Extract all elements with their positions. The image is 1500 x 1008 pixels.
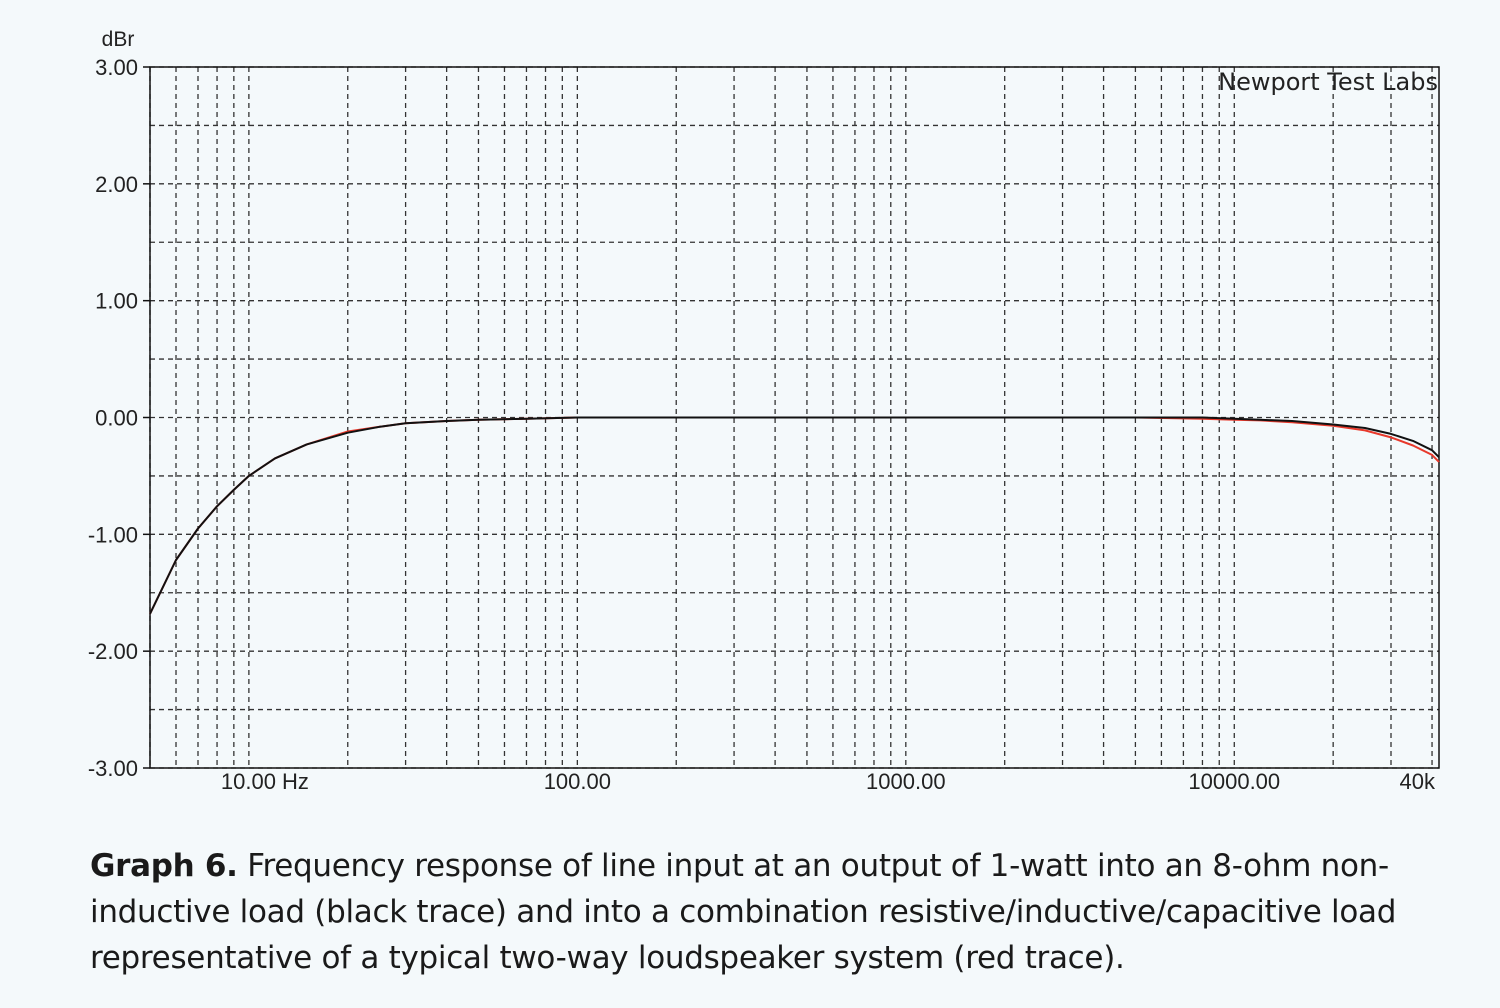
x-tick-label: 1000.00 bbox=[866, 769, 946, 794]
y-tick-label: 2.00 bbox=[95, 172, 138, 197]
caption-text: Frequency response of line input at an o… bbox=[90, 848, 1397, 976]
figure-caption: Graph 6. Frequency response of line inpu… bbox=[90, 843, 1430, 981]
y-tick-label: 1.00 bbox=[95, 289, 138, 314]
y-tick-label: -3.00 bbox=[88, 756, 138, 781]
traces bbox=[149, 416, 1440, 615]
trace-line-1 bbox=[149, 416, 1440, 615]
caption-label: Graph 6. bbox=[90, 848, 238, 884]
x-tick-label: 100.00 bbox=[544, 769, 611, 794]
y-axis-ticks: 3.00 2.00 1.00 0.00 -1.00 -2.00 -3.00 bbox=[88, 55, 150, 781]
y-tick-label: 3.00 bbox=[95, 55, 138, 80]
watermark-label: Newport Test Labs bbox=[1218, 68, 1438, 96]
y-tick-label: -2.00 bbox=[88, 639, 138, 664]
x-axis-ticks: 10.00 Hz 100.00 1000.00 10000.00 40k bbox=[221, 769, 1436, 794]
y-tick-label: -1.00 bbox=[88, 522, 138, 547]
x-tick-label: 40k bbox=[1400, 769, 1436, 794]
frequency-response-chart: 3.00 2.00 1.00 0.00 -1.00 -2.00 -3.00 10.00 Hz… bbox=[88, 28, 1440, 794]
y-tick-label: 0.00 bbox=[95, 406, 138, 431]
trace-line-2 bbox=[149, 416, 1440, 615]
y-axis-label: dBr bbox=[102, 28, 135, 51]
x-tick-label: 10.00 Hz bbox=[221, 769, 309, 794]
x-tick-label: 10000.00 bbox=[1188, 769, 1280, 794]
